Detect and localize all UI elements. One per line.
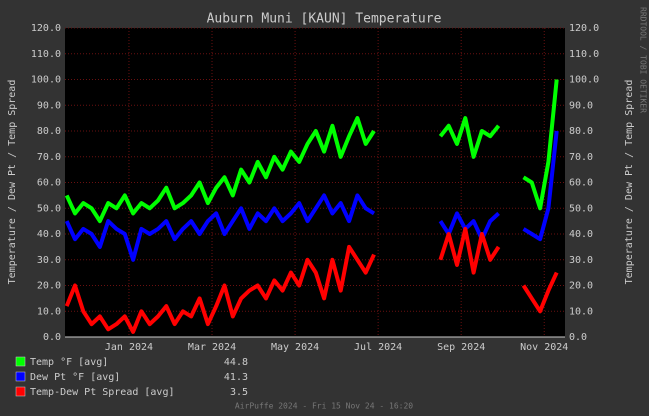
- y2-tick-label: 120.0: [569, 23, 599, 34]
- x-tick-label: Jan 2024: [105, 342, 153, 353]
- y2-tick-label: 0.0: [569, 332, 587, 343]
- y-tick-label: 90.0: [37, 100, 61, 111]
- y2-axis-label: Temperature / Dew Pt / Temp Spread: [624, 80, 635, 285]
- legend-label: Dew Pt °F [avg]: [30, 372, 120, 383]
- x-tick-label: May 2024: [271, 342, 319, 353]
- y2-tick-label: 110.0: [569, 49, 599, 60]
- series-line: [64, 226, 559, 334]
- x-tick-label: Sep 2024: [437, 342, 485, 353]
- y-tick-label: 80.0: [37, 126, 61, 137]
- x-tick-label: Nov 2024: [520, 342, 568, 353]
- y2-tick-label: 70.0: [569, 152, 593, 163]
- legend-value: 41.3: [224, 372, 248, 383]
- chart-title: Auburn Muni [KAUN] Temperature: [207, 12, 442, 27]
- side-label: RRDTOOL / TOBI OETIKER: [639, 7, 648, 113]
- y-tick-label: 10.0: [37, 306, 61, 317]
- y2-tick-label: 10.0: [569, 306, 593, 317]
- legend-label: Temp °F [avg]: [30, 357, 108, 368]
- y-tick-label: 110.0: [31, 49, 61, 60]
- y-axis-label: Temperature / Dew Pt / Temp Spread: [7, 80, 18, 285]
- legend-swatch: [15, 356, 26, 367]
- legend-value: 44.8: [224, 357, 248, 368]
- y-tick-label: 40.0: [37, 229, 61, 240]
- y-tick-label: 0.0: [43, 332, 61, 343]
- y2-tick-label: 60.0: [569, 178, 593, 189]
- legend-label: Temp-Dew Pt Spread [avg]: [30, 387, 175, 398]
- y-tick-label: 20.0: [37, 281, 61, 292]
- x-tick-label: Mar 2024: [188, 342, 236, 353]
- y-tick-label: 50.0: [37, 203, 61, 214]
- legend-swatch: [15, 371, 26, 382]
- y-tick-label: 30.0: [37, 255, 61, 266]
- legend-value: 3.5: [230, 387, 248, 398]
- y-tick-label: 120.0: [31, 23, 61, 34]
- y2-tick-label: 80.0: [569, 126, 593, 137]
- y-tick-label: 70.0: [37, 152, 61, 163]
- y2-tick-label: 40.0: [569, 229, 593, 240]
- y2-tick-label: 50.0: [569, 203, 593, 214]
- y2-tick-label: 100.0: [569, 75, 599, 86]
- y-tick-label: 100.0: [31, 75, 61, 86]
- footer: AirPuffe 2024 - Fri 15 Nov 24 - 16:20: [235, 402, 413, 411]
- series-line: [64, 130, 559, 262]
- y2-tick-label: 90.0: [569, 100, 593, 111]
- series-line: [64, 79, 559, 224]
- y2-tick-label: 30.0: [569, 255, 593, 266]
- y-tick-label: 60.0: [37, 178, 61, 189]
- legend-swatch: [15, 386, 26, 397]
- y2-tick-label: 20.0: [569, 281, 593, 292]
- x-tick-label: Jul 2024: [354, 342, 402, 353]
